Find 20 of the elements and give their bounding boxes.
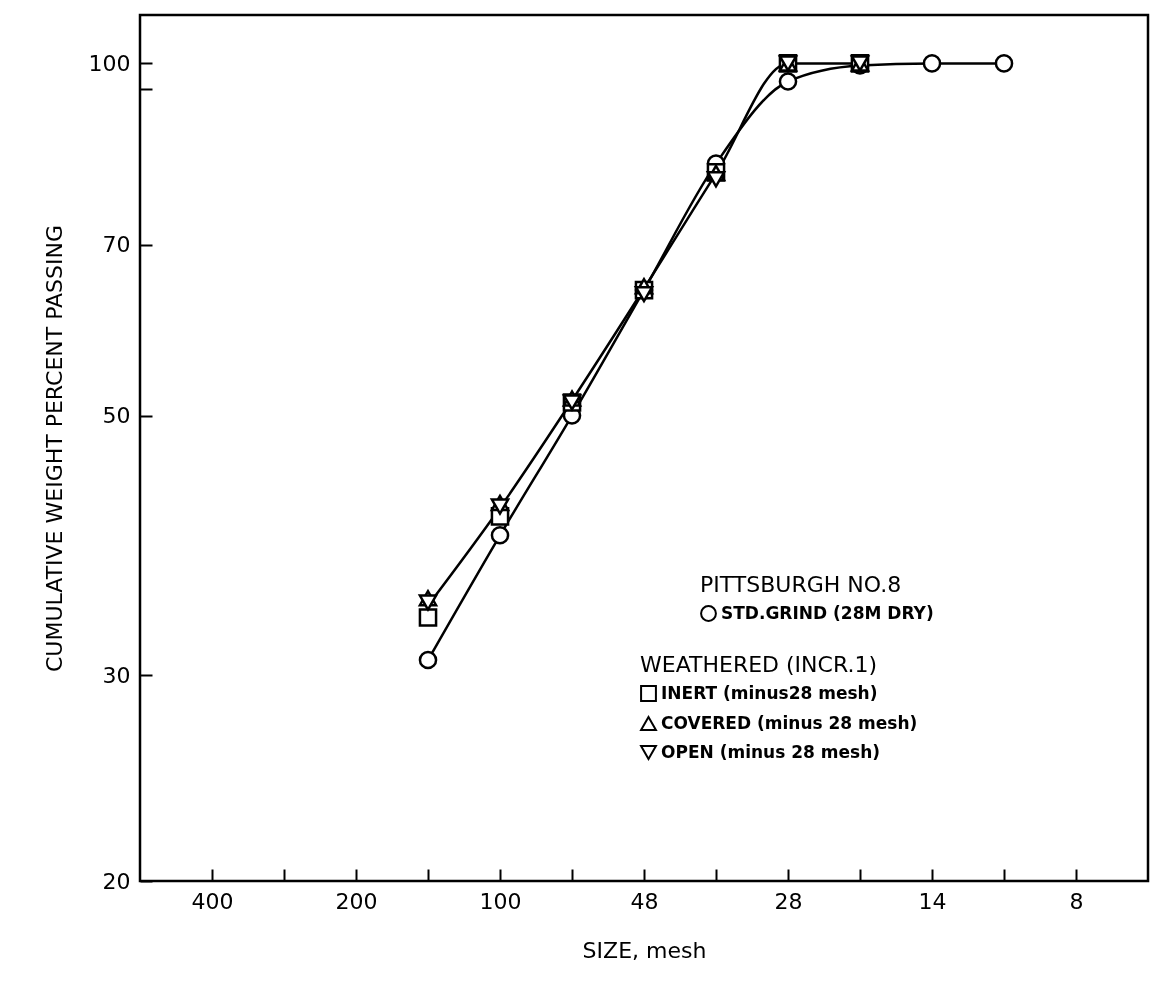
legend-label: OPEN (minus 28 mesh) <box>661 741 881 762</box>
x-tick-label: 200 <box>335 888 378 914</box>
x-tick-label: 100 <box>479 888 522 914</box>
y-tick-label: 70 <box>102 232 131 258</box>
y-tick-label: 20 <box>102 868 131 894</box>
legend-label: STD.GRIND (28M DRY) <box>721 602 934 623</box>
y-tick-label: 30 <box>102 662 131 688</box>
legend-label: INERT (minus28 mesh) <box>661 682 878 703</box>
y-axis-title: CUMULATIVE WEIGHT PERCENT PASSING <box>41 224 67 673</box>
x-tick-label: 8 <box>1069 888 1084 914</box>
legend-label: COVERED (minus 28 mesh) <box>661 712 918 733</box>
annotation: WEATHERED (INCR.1) <box>640 652 877 677</box>
x-axis-title: SIZE, mesh <box>582 937 707 963</box>
x-tick-label: 28 <box>774 888 803 914</box>
legend-title: PITTSBURGH NO.8 <box>700 572 902 597</box>
y-tick-label: 50 <box>102 403 131 429</box>
y-tick-label: 100 <box>88 50 131 76</box>
x-tick-label: 14 <box>918 888 947 914</box>
x-tick-label: 400 <box>191 888 234 914</box>
x-tick-label: 48 <box>630 888 659 914</box>
